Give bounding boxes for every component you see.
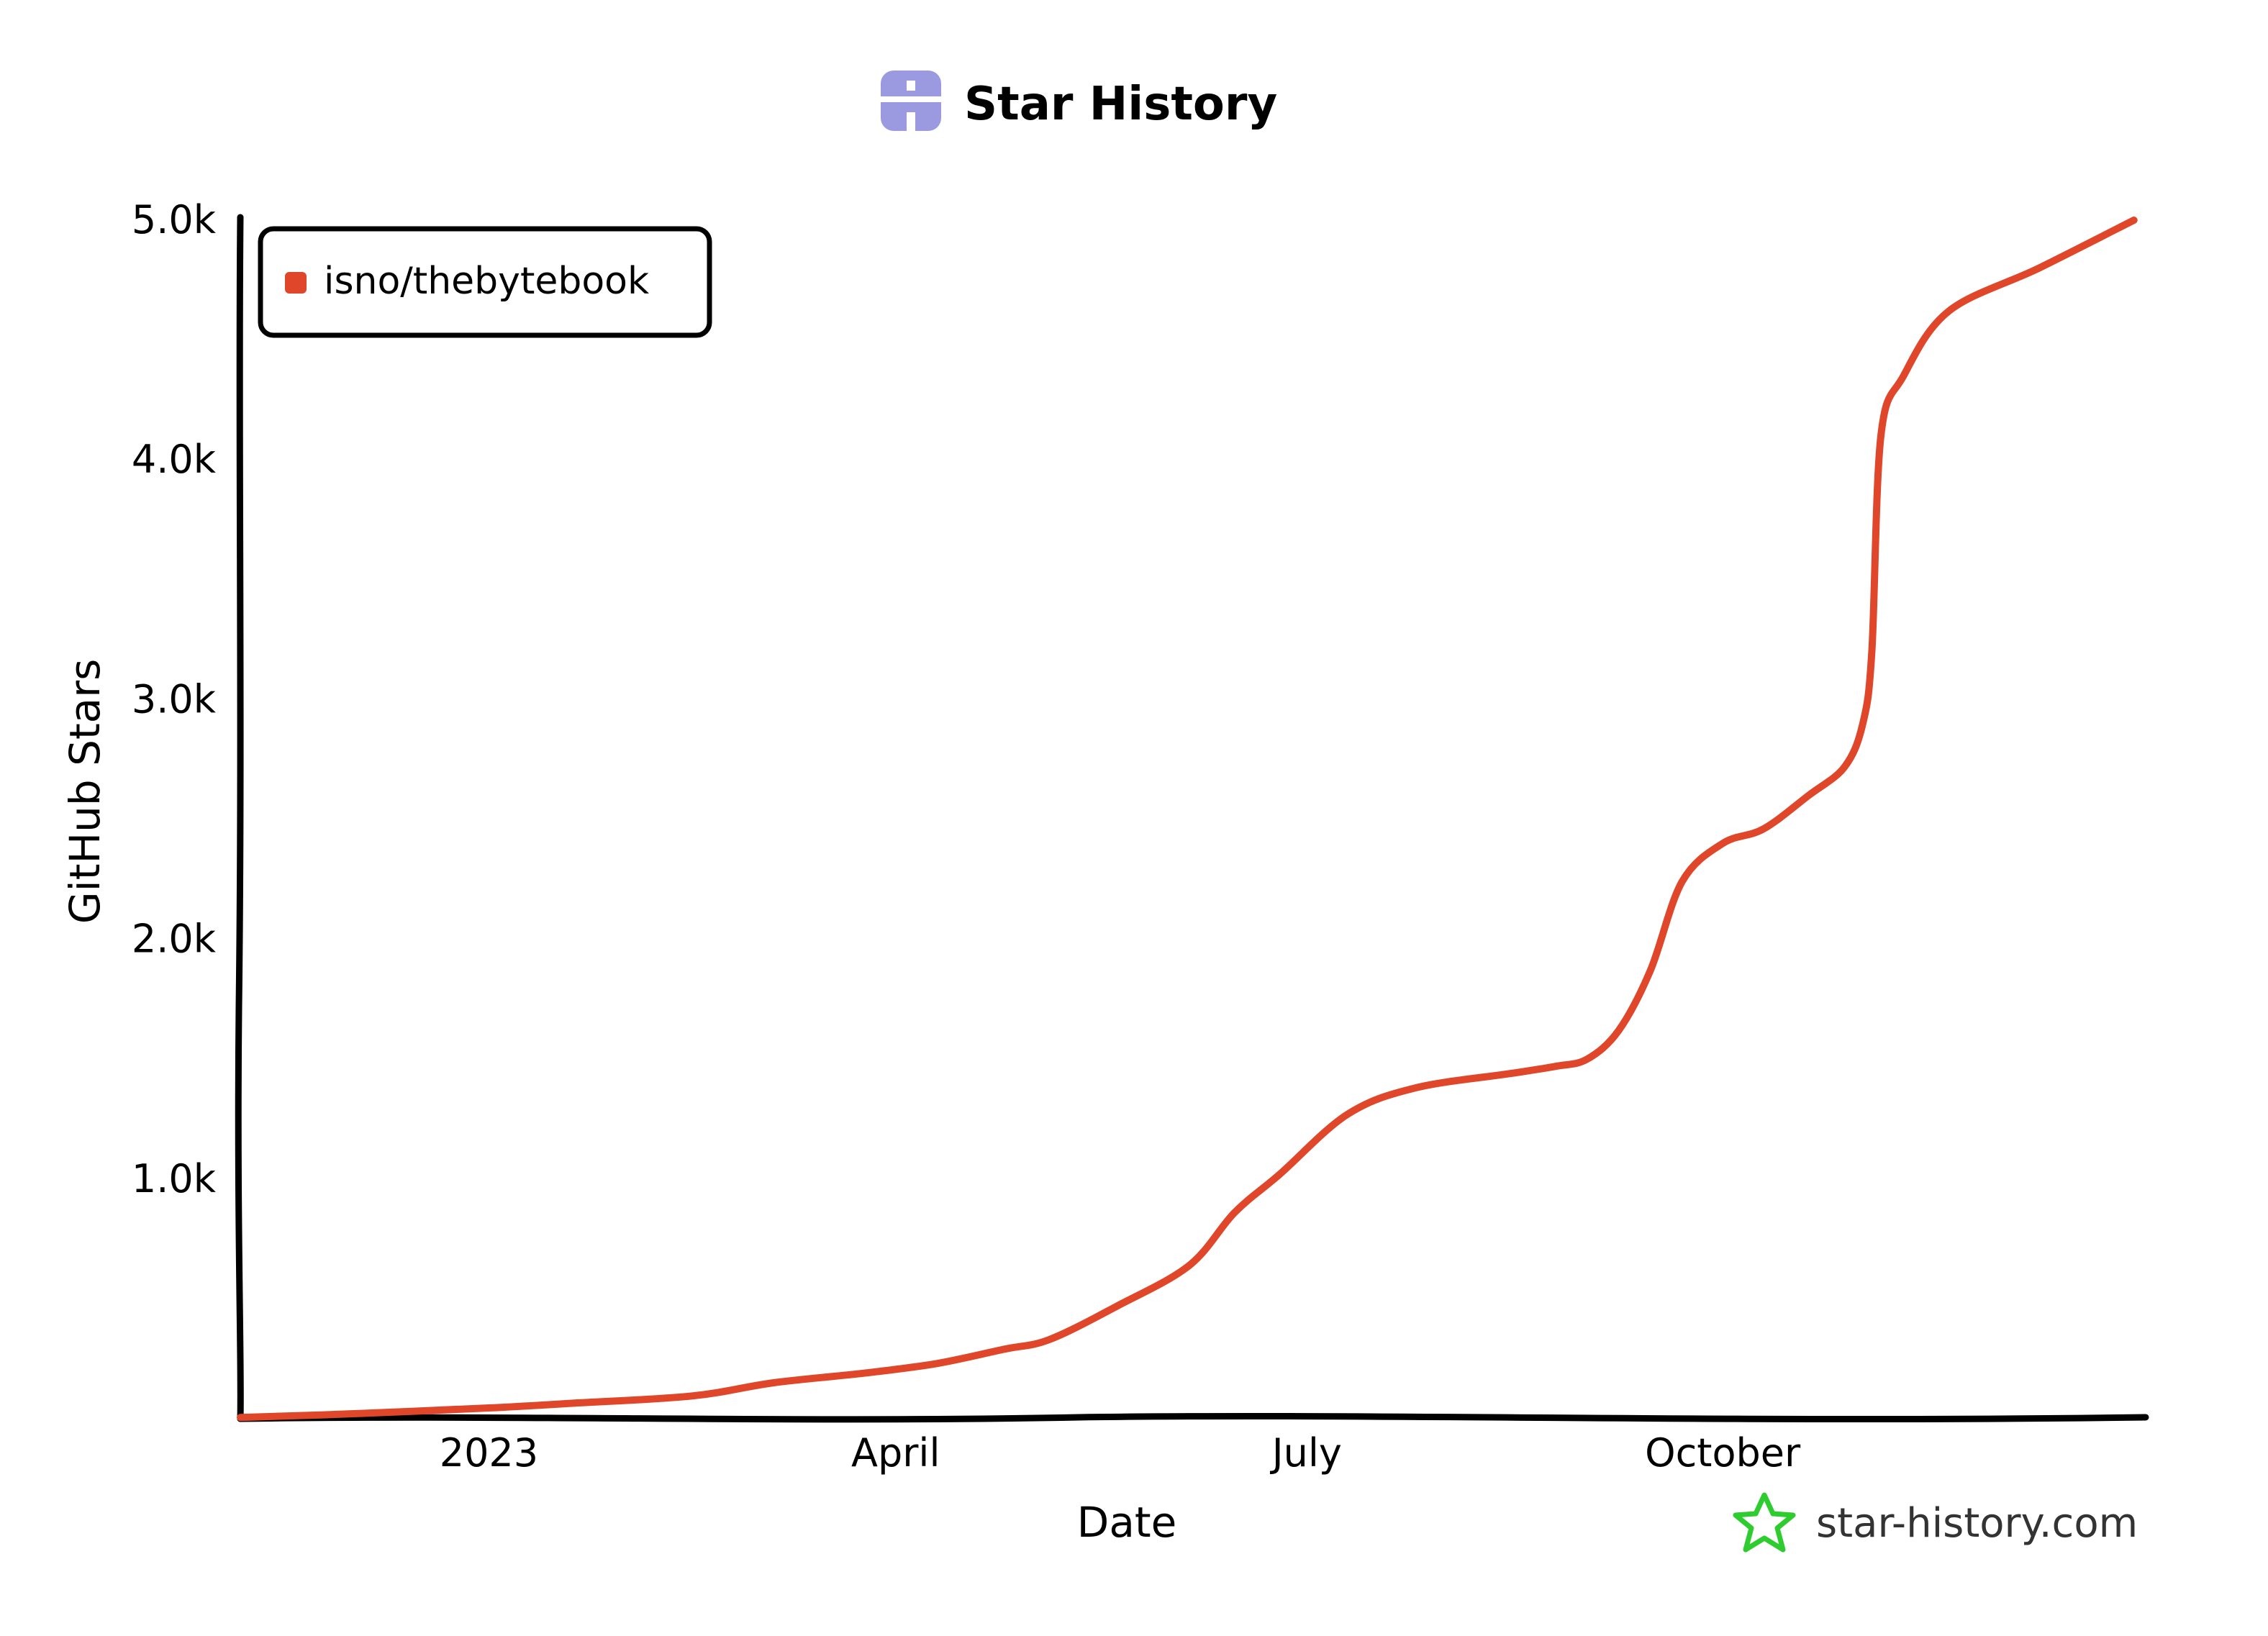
y-tick-label: 1.0k [132,1156,217,1201]
y-tick-labels: 1.0k 2.0k 3.0k 4.0k 5.0k [132,197,217,1201]
series-point [1045,1336,1053,1343]
y-axis: GitHub Stars 1.0k 2.0k 3.0k 4.0k 5.0k [60,197,244,1422]
series-point [1186,1262,1193,1269]
series-point [1877,432,1884,440]
series-point [1900,373,1907,380]
chart-title: Star History [964,78,1277,131]
y-tick-label: 3.0k [132,676,217,722]
series-point [1647,967,1654,974]
x-tick-label: 2023 [440,1430,538,1476]
x-axis: Date 2023 April July October [237,1412,2149,1547]
series-point [1868,648,1875,655]
y-axis-label: GitHub Stars [60,659,109,924]
series-point [1231,1209,1238,1216]
legend-box [258,226,712,338]
series-point [1584,1055,1591,1063]
legend-swatch [285,272,307,294]
series-line [237,217,2138,1422]
x-tick-label: April [851,1430,940,1476]
series-point [1615,1027,1623,1034]
legend-label: isno/thebytebook [324,260,649,303]
series-point [1945,308,1952,315]
x-axis-label: Date [1077,1498,1177,1547]
series-layer [237,217,2138,1422]
series-point [1114,1302,1121,1309]
series-point [861,1370,868,1377]
series-point [1679,878,1686,886]
series-point [689,1392,696,1399]
series-point [1276,1171,1284,1178]
series-point [1760,825,1767,832]
series-point [2036,265,2043,272]
series-point [1412,1084,1419,1091]
chart-header: Star History [881,71,1277,131]
x-axis-line [237,1412,2149,1423]
series-point [1805,792,1813,799]
branding: star-history.com [1733,1492,2138,1553]
legend: isno/thebytebook [258,226,712,338]
y-tick-label: 2.0k [132,917,217,962]
series-point [1859,720,1866,727]
y-tick-label: 4.0k [132,437,217,482]
series-point [237,1414,244,1421]
y-axis-line [235,214,244,1422]
series-point [486,1404,493,1412]
x-tick-labels: 2023 April July October [440,1430,1801,1476]
series-point [1841,763,1849,771]
series-point [2131,217,2138,224]
star-outline-icon [1733,1492,1796,1553]
series-point [933,1360,940,1367]
series-point [1344,1111,1351,1118]
series-point [571,1399,579,1406]
series-point [345,1410,353,1417]
x-tick-label: July [1270,1430,1342,1476]
brand-site-text: star-history.com [1816,1500,2138,1547]
star-history-logo-icon [881,71,941,131]
series-point [1552,1063,1559,1070]
y-tick-label: 5.0k [132,197,217,242]
x-tick-label: October [1645,1430,1801,1476]
series-point [1001,1345,1008,1353]
series-point [1507,1070,1514,1077]
series-point [1719,840,1726,847]
series-point [770,1379,777,1386]
